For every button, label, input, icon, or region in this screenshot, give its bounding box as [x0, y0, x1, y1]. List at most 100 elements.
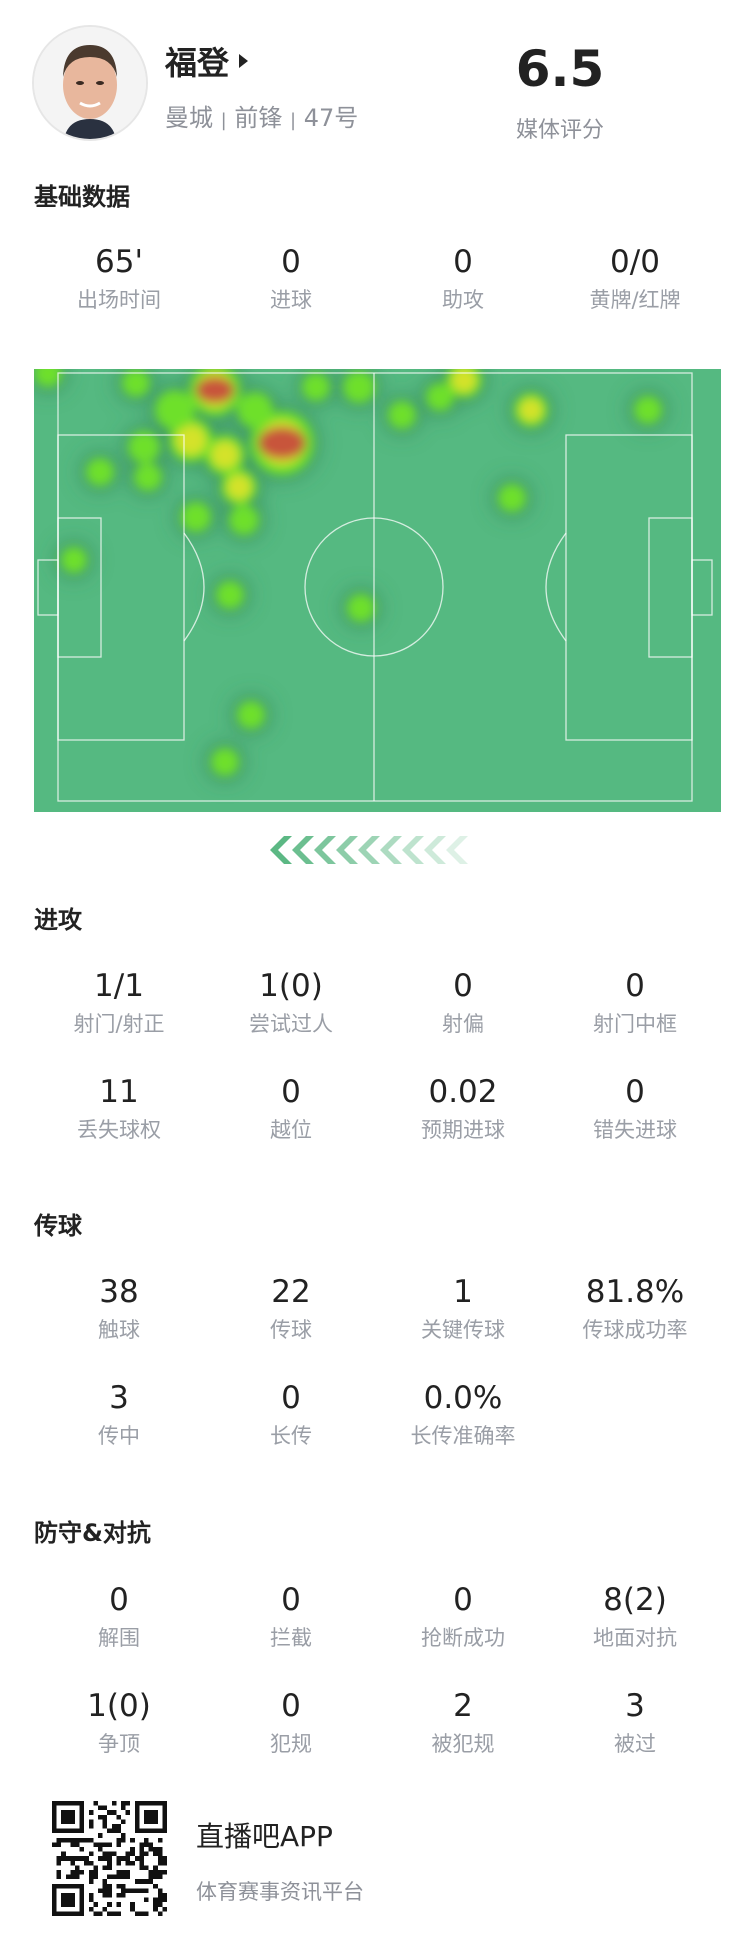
heat-spot [498, 484, 526, 512]
section-title: 基础数据 [34, 183, 130, 211]
heatmap-pitch [34, 369, 721, 812]
media-rating-label: 媒体评分 [515, 118, 604, 143]
heat-spot [302, 373, 330, 401]
stat-item: 3 传中 [33, 1379, 205, 1451]
stat-label: 传球成功率 [582, 1318, 688, 1342]
stat-item: 0 越位 [205, 1073, 377, 1145]
heat-spot [155, 390, 195, 430]
stat-label: 长传准确率 [410, 1424, 516, 1448]
stat-label: 传中 [98, 1424, 140, 1448]
stat-value: 0.0% [423, 1380, 503, 1416]
heat-spot [61, 547, 87, 573]
stat-item: 11 丢失球权 [33, 1073, 205, 1145]
stat-item: 0 射门中框 [549, 967, 721, 1039]
heat-spot [216, 581, 244, 609]
media-rating: 6.5 [515, 40, 605, 98]
stat-value: 1(0) [259, 968, 323, 1004]
heat-spot [128, 431, 160, 463]
stat-item: 22 传球 [205, 1273, 377, 1345]
heat-spot [229, 505, 259, 535]
stat-label: 拦截 [270, 1626, 312, 1650]
chevron-left-icon [402, 836, 424, 864]
stat-label: 地面对抗 [593, 1626, 677, 1650]
heat-spot-medium [175, 424, 207, 456]
heat-spot-medium [226, 474, 252, 500]
stat-item: 81.8% 传球成功率 [549, 1273, 721, 1345]
stat-item: 0 错失进球 [549, 1073, 721, 1145]
stat-value: 0 [281, 244, 301, 280]
stat-item: 3 被过 [549, 1687, 721, 1759]
stat-item: 0.02 预期进球 [377, 1073, 549, 1145]
stat-label: 丢失球权 [77, 1118, 161, 1142]
stat-value: 11 [99, 1074, 139, 1110]
stat-item: 1 关键传球 [377, 1273, 549, 1345]
stat-value: 0 [281, 1688, 301, 1724]
chevron-left-icon [446, 836, 468, 864]
player-name: 福登 [165, 44, 230, 82]
stat-value: 0 [281, 1582, 301, 1618]
heat-spot [86, 458, 114, 486]
stat-label: 越位 [270, 1118, 312, 1142]
stat-item: 0 犯规 [205, 1687, 377, 1759]
heat-spot [343, 371, 375, 403]
chevron-left-icon [314, 836, 336, 864]
stat-label: 被犯规 [431, 1732, 495, 1756]
heat-spot [347, 594, 375, 622]
heat-spot-high [258, 427, 306, 459]
stat-item: 0 助攻 [377, 243, 549, 315]
stat-value: 0 [453, 244, 473, 280]
stat-value: 81.8% [585, 1274, 685, 1310]
chevron-left-icon [380, 836, 402, 864]
chevron-left-icon [424, 836, 446, 864]
stat-label: 触球 [98, 1318, 140, 1342]
stat-label: 射门/射正 [73, 1012, 165, 1036]
stat-item: 0.0% 长传准确率 [377, 1379, 549, 1451]
stat-label: 射偏 [442, 1012, 484, 1036]
pitch-lines [37, 372, 713, 802]
player-position: 前锋 [234, 104, 283, 132]
stat-label: 传球 [270, 1318, 312, 1342]
heat-spot [34, 369, 62, 387]
heat-spot [388, 401, 416, 429]
stat-value: 1(0) [87, 1688, 151, 1724]
stat-item: 0 拦截 [205, 1581, 377, 1653]
stat-item: 65' 出场时间 [33, 243, 205, 315]
chevron-left-icon [270, 836, 292, 864]
stat-item: 1(0) 尝试过人 [205, 967, 377, 1039]
stat-item: 0 抢断成功 [377, 1581, 549, 1653]
heat-spot-medium [519, 398, 543, 422]
stat-value: 8(2) [603, 1582, 667, 1618]
player-name-link[interactable]: 福登 [165, 38, 249, 84]
stat-value: 65' [95, 244, 143, 280]
stat-value: 0 [453, 968, 473, 1004]
section-title: 防守&对抗 [34, 1519, 151, 1547]
stat-label: 尝试过人 [249, 1012, 333, 1036]
heat-spot [634, 396, 662, 424]
stat-label: 射门中框 [593, 1012, 677, 1036]
attack-direction-arrows [270, 836, 468, 864]
stat-value: 0 [625, 968, 645, 1004]
heat-spot-high [195, 377, 235, 403]
heat-spot [181, 502, 211, 532]
qr-code-icon [52, 1801, 167, 1916]
stat-label: 预期进球 [421, 1118, 505, 1142]
stat-value: 1 [453, 1274, 473, 1310]
stat-value: 22 [271, 1274, 311, 1310]
caret-right-icon[interactable] [239, 54, 249, 68]
player-avatar [32, 25, 148, 141]
heat-spot [237, 701, 265, 729]
stat-item: 1(0) 争顶 [33, 1687, 205, 1759]
stat-value: 0 [281, 1074, 301, 1110]
stat-label: 解围 [98, 1626, 140, 1650]
separator: | [220, 110, 227, 131]
stat-value: 0 [109, 1582, 129, 1618]
stat-label: 错失进球 [593, 1118, 677, 1142]
stat-item: 1/1 射门/射正 [33, 967, 205, 1039]
heat-spot-medium [451, 369, 477, 393]
stat-label: 长传 [270, 1424, 312, 1448]
stat-value: 2 [453, 1688, 473, 1724]
player-number: 47号 [303, 104, 359, 132]
stat-item: 0 射偏 [377, 967, 549, 1039]
section-title: 传球 [34, 1212, 82, 1240]
stat-label: 进球 [270, 288, 312, 312]
